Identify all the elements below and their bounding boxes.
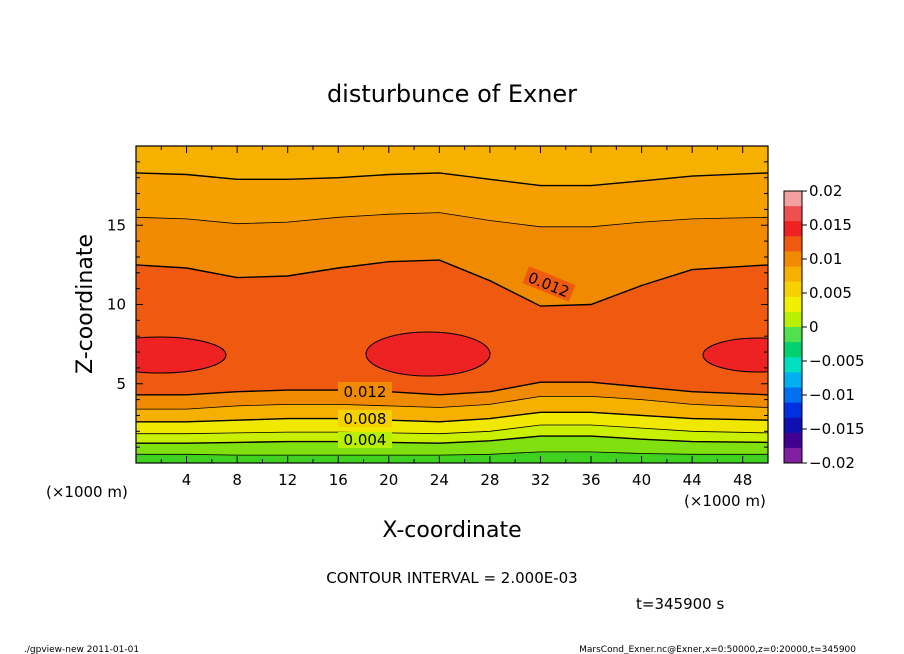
x-tick-label: 40	[632, 471, 651, 489]
colorbar-tick-label: −0.005	[809, 352, 865, 370]
x-tick-label: 16	[329, 471, 348, 489]
x-tick-label: 20	[379, 471, 398, 489]
colorbar-swatch	[784, 251, 802, 267]
contour-line	[136, 451, 768, 456]
contour-band	[136, 425, 768, 444]
contour-line	[136, 212, 768, 228]
y-axis-title: Z-coordinate	[73, 234, 98, 374]
contour-line	[136, 435, 768, 444]
contour-band	[136, 212, 768, 307]
colorbar-swatch	[784, 342, 802, 358]
contour-lines	[136, 172, 768, 456]
contour-interval-text: CONTOUR INTERVAL = 2.000E-03	[326, 569, 577, 587]
x-tick-label: 36	[581, 471, 600, 489]
y-tick-label: 10	[107, 296, 126, 314]
colorbar-swatch	[784, 372, 802, 388]
footer-left: ./gpview-new 2011-01-01	[24, 645, 139, 654]
contour-line	[136, 259, 768, 307]
colorbar-tick-label: −0.015	[809, 420, 865, 438]
contour-line	[136, 424, 768, 435]
contour-band	[136, 396, 768, 422]
colorbar-swatch	[784, 327, 802, 343]
colorbar: 0.02 0.015 0.01 0.005 0 −0.005 −0.01 −0.015 −0.0…	[783, 182, 865, 472]
colorbar-tick-label: 0.005	[809, 284, 852, 302]
x-unit-right: (×1000 m)	[684, 492, 766, 510]
contour-line	[136, 172, 768, 187]
maxima-regions	[136, 331, 768, 377]
contour-label-mid: 0.008	[344, 410, 387, 428]
colorbar-swatch	[784, 447, 802, 464]
contour-band	[136, 451, 768, 463]
maximum-region-left	[136, 336, 227, 374]
x-axis: 4 8 12 16 20 24 28 32 36 40 44 48	[160, 146, 752, 489]
colorbar-swatch	[784, 387, 802, 403]
contour-line	[136, 411, 768, 423]
colorbar-swatch	[784, 281, 802, 298]
colorbar-swatch	[784, 221, 802, 237]
x-tick-label: 8	[232, 471, 242, 489]
maximum-region-center	[365, 331, 491, 377]
colorbar-tick-label: 0.02	[809, 182, 842, 200]
colorbar-swatch	[784, 206, 802, 222]
chart-title: disturbunce of Exner	[327, 80, 577, 108]
colorbar-swatch	[784, 402, 802, 418]
x-tick-label: 28	[480, 471, 499, 489]
colorbar-tick-label: 0.015	[809, 216, 852, 234]
x-tick-label: 32	[531, 471, 550, 489]
colorbar-swatch	[784, 296, 802, 313]
time-text: t=345900 s	[636, 595, 724, 613]
colorbar-swatch	[784, 266, 802, 282]
contour-band	[136, 382, 768, 410]
x-tick-label: 4	[182, 471, 192, 489]
colorbar-tick-label: 0.01	[809, 250, 842, 268]
contour-field	[136, 146, 768, 463]
maximum-region-right	[702, 337, 768, 373]
x-tick-label: 12	[278, 471, 297, 489]
colorbar-swatch	[784, 357, 802, 373]
colorbar-swatch	[784, 432, 802, 449]
contour-line	[136, 396, 768, 410]
y-axis: 5 10 15	[107, 161, 768, 448]
colorbar-tick-label: 0	[809, 318, 819, 336]
footer-right: MarsCond_Exner.nc@Exner,x=0:50000,z=0:20…	[579, 645, 856, 654]
colorbar-swatch	[784, 191, 802, 207]
contour-band	[136, 260, 768, 395]
x-tick-label: 48	[733, 471, 752, 489]
x-tick-label: 44	[683, 471, 702, 489]
colorbar-swatch	[784, 236, 802, 252]
y-tick-label: 5	[116, 375, 126, 393]
contour-band	[136, 412, 768, 434]
colorbar-swatch	[784, 417, 802, 434]
x-unit-left: (×1000 m)	[46, 483, 128, 501]
colorbar-tick-label: −0.02	[809, 454, 855, 472]
x-axis-title: X-coordinate	[382, 518, 521, 543]
contour-label-bottom: 0.004	[344, 431, 387, 449]
contour-label-lower: 0.012	[344, 383, 387, 401]
x-tick-label: 24	[430, 471, 449, 489]
colorbar-tick-label: −0.01	[809, 386, 855, 404]
contour-band	[136, 436, 768, 456]
colorbar-swatch	[784, 311, 802, 328]
y-tick-label: 15	[107, 216, 126, 234]
contour-band	[136, 172, 768, 227]
contour-line	[136, 381, 768, 396]
